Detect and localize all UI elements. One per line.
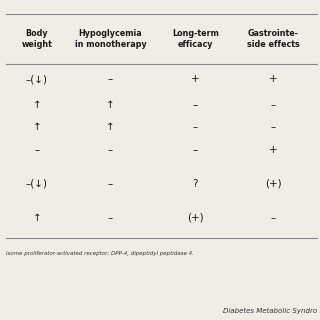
Text: –: – — [108, 179, 113, 189]
Text: –: – — [271, 100, 276, 110]
Text: –: – — [271, 212, 276, 223]
Text: –: – — [108, 212, 113, 223]
Text: ↑: ↑ — [106, 100, 115, 110]
Text: –(↓): –(↓) — [26, 74, 48, 84]
Text: (+): (+) — [265, 179, 282, 189]
Text: (+): (+) — [187, 212, 204, 223]
Text: +: + — [191, 74, 199, 84]
Text: –: – — [34, 145, 39, 155]
Text: –: – — [193, 100, 198, 110]
Text: –: – — [108, 145, 113, 155]
Text: Long-term
efficacy: Long-term efficacy — [172, 29, 219, 49]
Text: ↑: ↑ — [106, 122, 115, 132]
Text: –: – — [193, 145, 198, 155]
Text: ?: ? — [192, 179, 198, 189]
Text: ↑: ↑ — [32, 122, 41, 132]
Text: –: – — [271, 122, 276, 132]
Text: Body
weight: Body weight — [21, 29, 52, 49]
Text: +: + — [269, 145, 278, 155]
Text: ↑: ↑ — [32, 100, 41, 110]
Text: Gastrointe-
side effects: Gastrointe- side effects — [247, 29, 300, 49]
Text: Hypoglycemia
in monotherapy: Hypoglycemia in monotherapy — [75, 29, 146, 49]
Text: –: – — [193, 122, 198, 132]
Text: –(↓): –(↓) — [26, 179, 48, 189]
Text: –: – — [108, 74, 113, 84]
Text: Diabetes Metabolic Syndro: Diabetes Metabolic Syndro — [223, 308, 317, 314]
Text: isome proliferator-activated receptor; DPP-4, dipeptidyl peptidase 4.: isome proliferator-activated receptor; D… — [6, 251, 194, 256]
Text: ↑: ↑ — [32, 212, 41, 223]
Text: +: + — [269, 74, 278, 84]
